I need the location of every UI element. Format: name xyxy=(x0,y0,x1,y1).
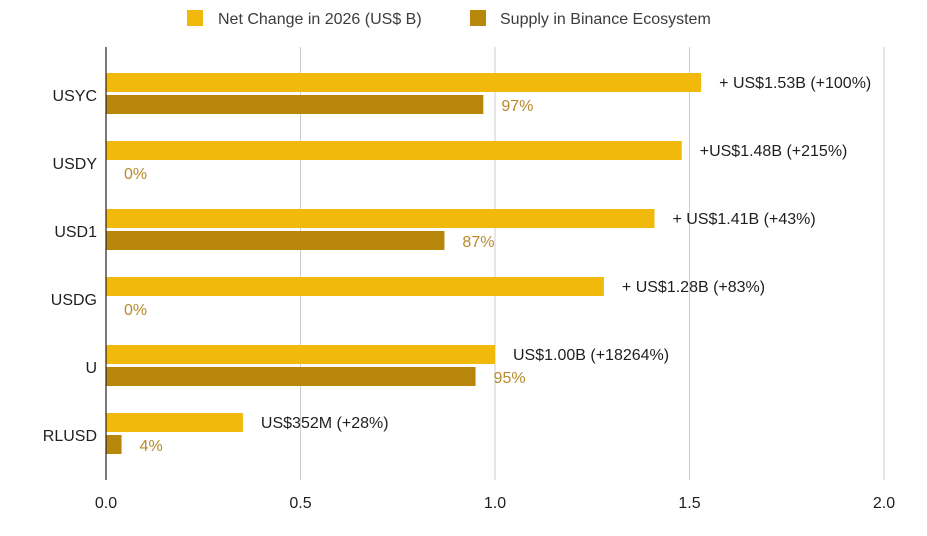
x-tick-label: 0.5 xyxy=(289,495,311,512)
net-change-label: + US$1.53B (+100%) xyxy=(719,75,871,92)
legend: Net Change in 2026 (US$ B) Supply in Bina… xyxy=(187,10,711,28)
x-tick-label: 0.0 xyxy=(95,495,117,512)
x-tick-label: 1.0 xyxy=(484,495,506,512)
data-labels: + US$1.53B (+100%) 97% +US$1.48B (+215%) 0%… xyxy=(124,75,871,455)
net-change-bar xyxy=(106,209,655,228)
net-change-bar xyxy=(106,345,495,364)
axes: 0.0 0.5 1.0 1.5 2.0 USYC USDY USD1 USDG U RLUSD xyxy=(43,47,895,512)
net-change-bar xyxy=(106,141,682,160)
category-label: USD1 xyxy=(54,224,97,241)
net-change-label: US$352M (+28%) xyxy=(261,415,389,432)
binance-supply-label: 4% xyxy=(140,438,163,455)
category-label: USDG xyxy=(51,292,97,309)
binance-supply-label: 87% xyxy=(462,234,494,251)
net-change-label: +US$1.48B (+215%) xyxy=(700,143,848,160)
binance-supply-bar xyxy=(106,231,445,250)
net-change-bar xyxy=(106,277,604,296)
net-change-label: + US$1.41B (+43%) xyxy=(672,211,815,228)
binance-supply-label: 0% xyxy=(124,166,147,183)
binance-supply-bar xyxy=(106,95,484,114)
binance-supply-bar xyxy=(106,435,122,454)
legend-swatch-binance-supply xyxy=(470,10,486,26)
net-change-label: + US$1.28B (+83%) xyxy=(622,279,765,296)
grid-lines xyxy=(300,47,885,480)
x-tick-label: 1.5 xyxy=(678,495,700,512)
category-label: USDY xyxy=(53,156,98,173)
legend-label-binance-supply: Supply in Binance Ecosystem xyxy=(500,11,711,28)
category-label: RLUSD xyxy=(43,428,97,445)
binance-supply-label: 95% xyxy=(494,370,526,387)
legend-label-net-change: Net Change in 2026 (US$ B) xyxy=(218,11,422,28)
x-tick-label: 2.0 xyxy=(873,495,895,512)
category-label: USYC xyxy=(53,88,97,105)
binance-supply-label: 0% xyxy=(124,302,147,319)
net-change-label: US$1.00B (+18264%) xyxy=(513,347,669,364)
bars xyxy=(106,73,702,454)
binance-supply-label: 97% xyxy=(501,98,533,115)
legend-swatch-net-change xyxy=(187,10,203,26)
category-label: U xyxy=(85,360,97,377)
net-change-bar xyxy=(106,413,243,432)
net-change-bar xyxy=(106,73,702,92)
binance-supply-bar xyxy=(106,367,476,386)
